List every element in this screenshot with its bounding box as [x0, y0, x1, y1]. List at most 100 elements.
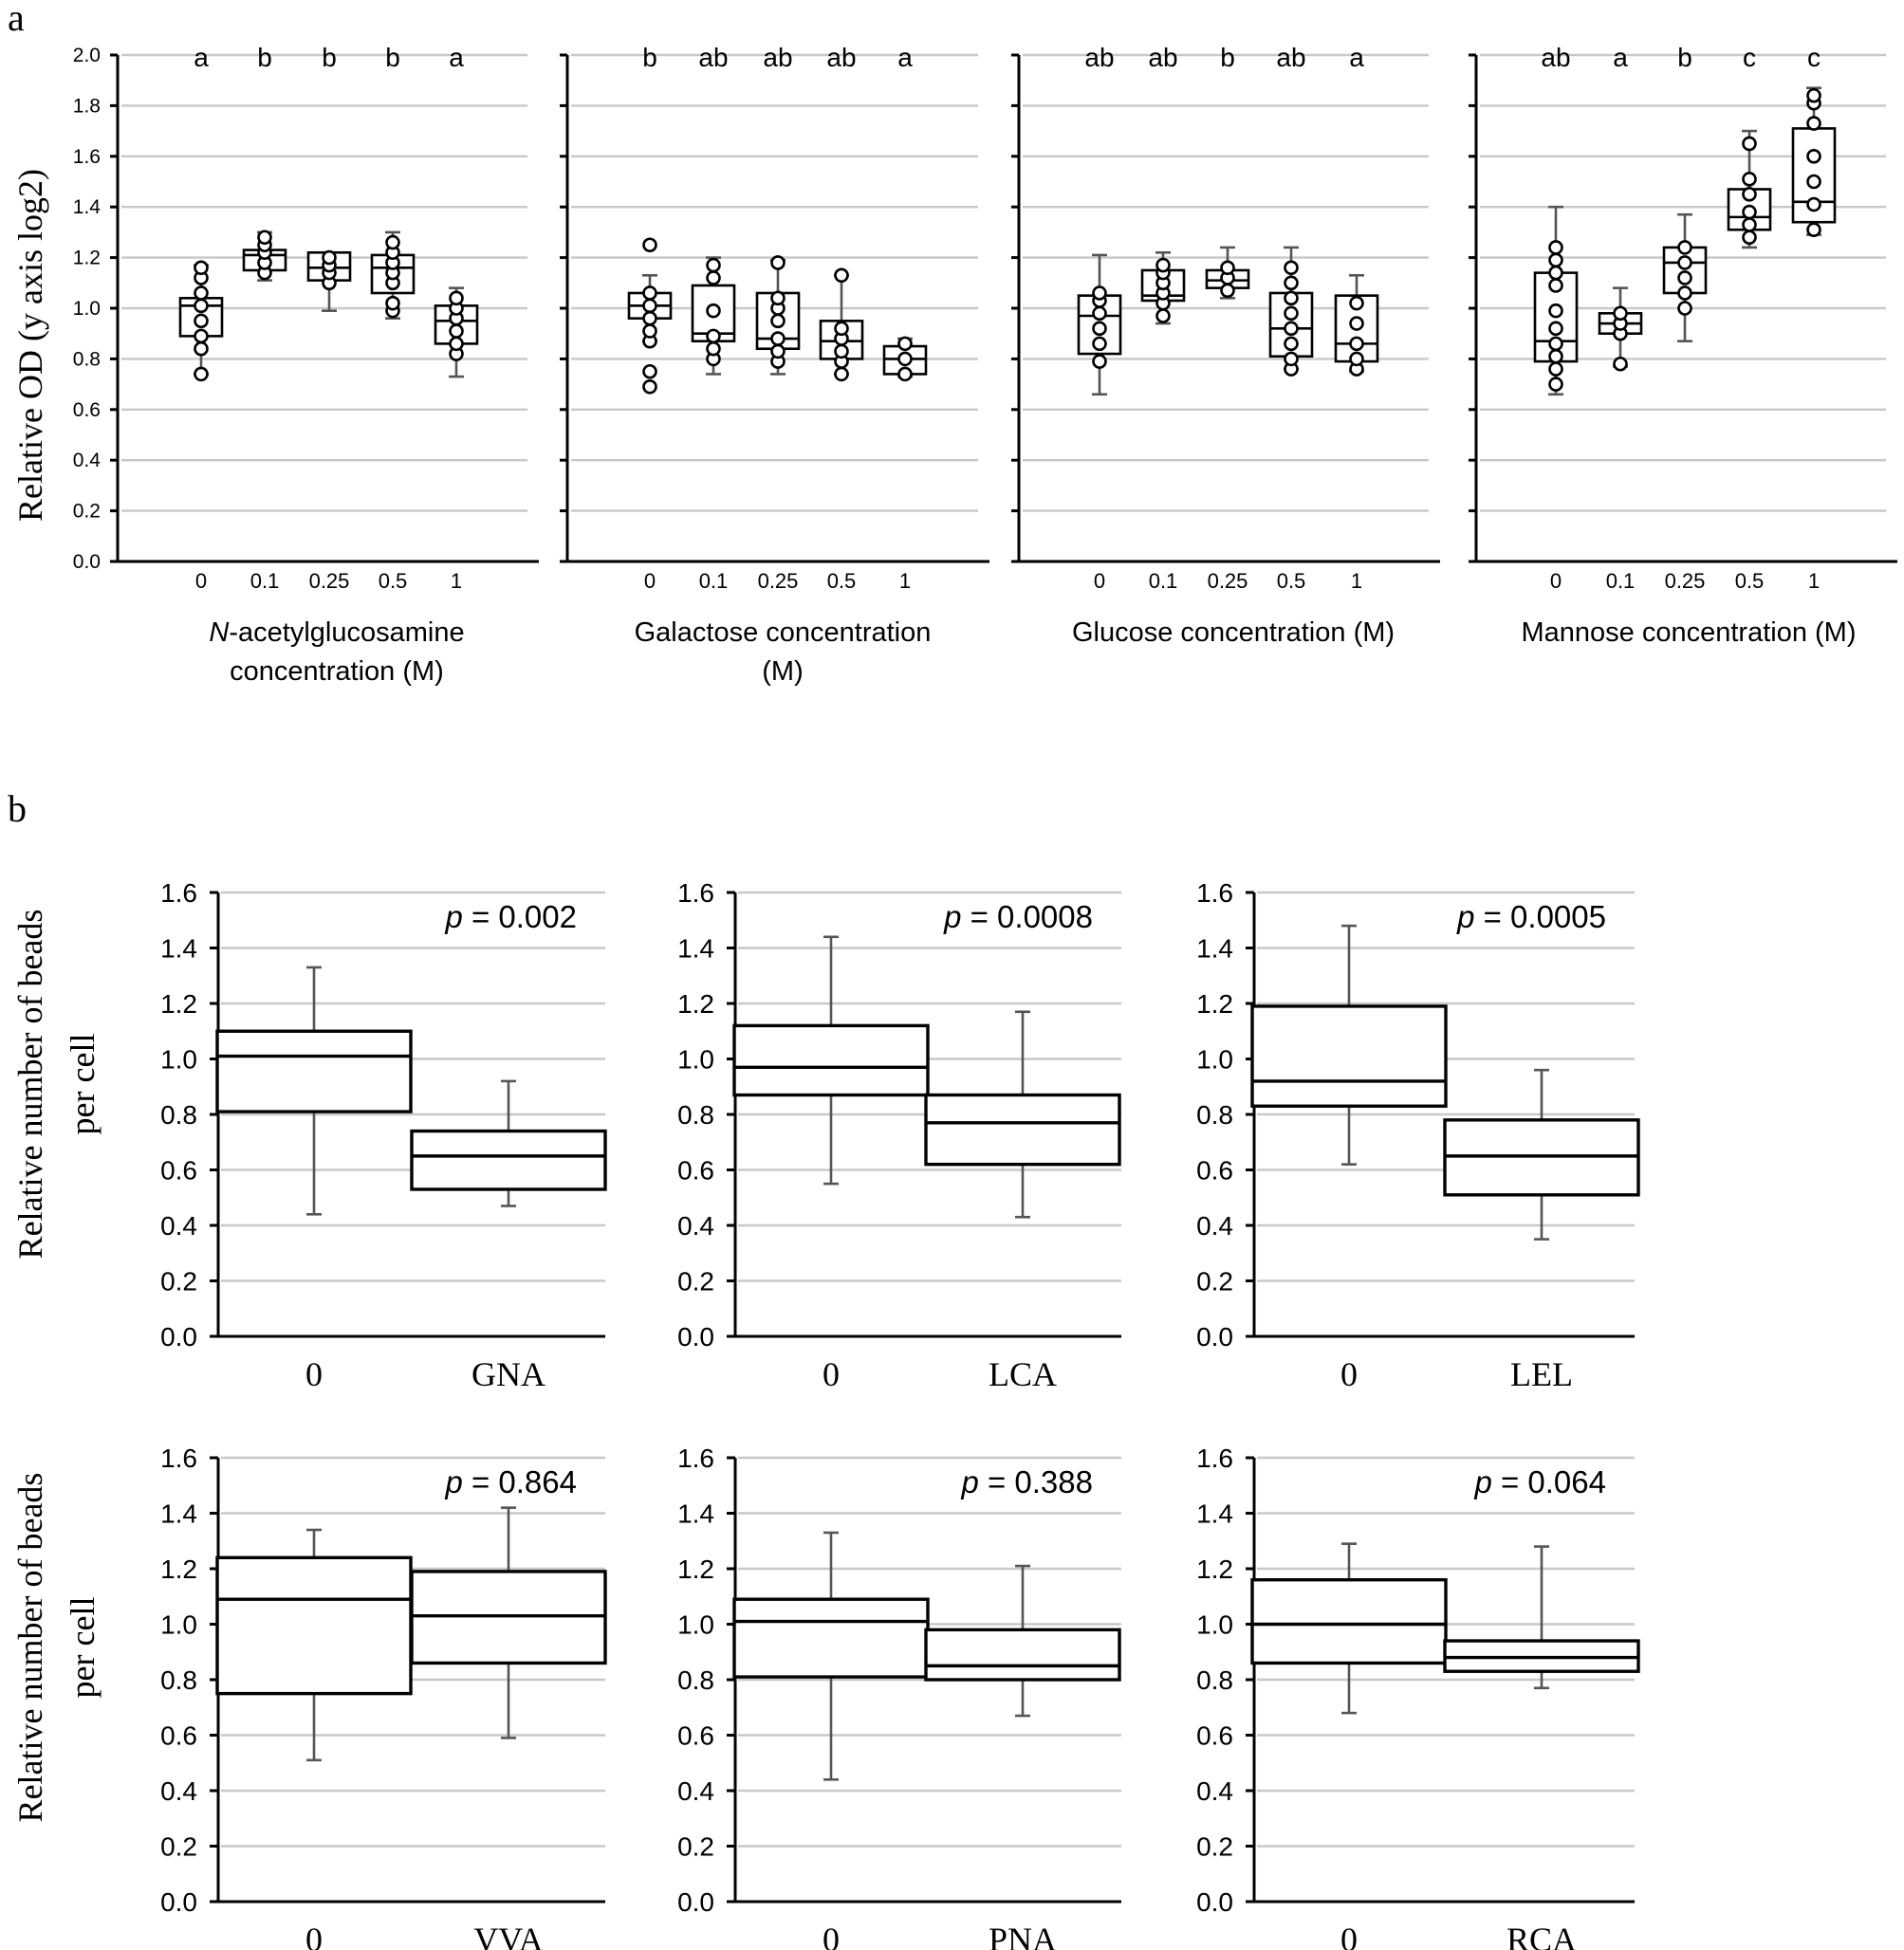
y-tick-label: 1.4	[160, 934, 197, 964]
data-point	[449, 323, 464, 339]
significance-letter: c	[1743, 43, 1756, 72]
p-value: = 0.002	[463, 899, 577, 934]
data-point	[385, 295, 400, 311]
data-point	[1092, 305, 1107, 322]
panel-label-b: b	[8, 787, 27, 830]
box-0	[1250, 924, 1448, 1166]
box-0.25	[306, 249, 352, 312]
x-axis-label-line: (M)	[762, 656, 803, 687]
box-0.5	[370, 230, 416, 320]
data-point	[642, 285, 657, 301]
y-tick-label: 1.4	[160, 1499, 197, 1529]
y-tick-label: 1.4	[1196, 934, 1233, 964]
od-subplot-1: 2.0 1.8 1.6 1.4 1.2 1.0 0.8 0.6 0.4 0.2 0.0 a 0 b 0.1 b…	[73, 43, 539, 687]
bead-subplot-4: 1.6 1.4 1.2 1.0 0.8 0.6 0.4 0.2 0.0 0 VVA p = 0.864	[160, 1444, 607, 1950]
data-point	[1548, 303, 1563, 319]
data-point	[642, 237, 657, 253]
data-point	[1806, 174, 1821, 190]
data-point	[1284, 336, 1299, 352]
y-tick-label: 1.4	[677, 934, 714, 964]
data-point	[1677, 270, 1692, 285]
x-tick-label: 0	[644, 569, 656, 593]
x-tick-label: 0.1	[1149, 569, 1178, 593]
data-point	[194, 298, 209, 314]
box-0	[627, 237, 673, 395]
significance-letter: ab	[1276, 43, 1305, 72]
y-tick-label: 0.2	[160, 1832, 197, 1862]
data-point	[834, 267, 849, 284]
box-0.5	[819, 267, 864, 382]
data-point	[194, 285, 209, 301]
x-axis-label-line: N-acetylglucosamine	[209, 617, 464, 648]
box-1	[434, 286, 479, 378]
x-tick-label: 0	[305, 1355, 323, 1393]
data-point	[1677, 285, 1692, 301]
data-point	[257, 230, 272, 246]
data-point	[897, 336, 913, 352]
panel-b-row2-y-axis-label-line2: per cell	[64, 1597, 102, 1699]
box-0	[1077, 253, 1122, 396]
y-tick-label: 1.2	[677, 1554, 714, 1584]
y-tick-label: 0.0	[677, 1887, 714, 1917]
data-point	[1548, 336, 1563, 352]
data-point	[1548, 252, 1563, 268]
box-0	[215, 966, 413, 1216]
data-point	[1092, 336, 1107, 352]
x-tick-label: LEL	[1510, 1355, 1573, 1393]
x-axis-label-line: Mannose concentration (M)	[1522, 617, 1857, 648]
data-point	[1155, 257, 1171, 273]
significance-letter: a	[1349, 43, 1364, 72]
y-tick-label: 0.2	[73, 501, 101, 523]
y-tick-label: 0.2	[677, 1832, 714, 1862]
y-tick-label: 0.6	[1196, 1156, 1233, 1186]
data-point	[1349, 295, 1364, 311]
data-point	[322, 249, 337, 266]
box-0	[1533, 205, 1579, 396]
box-0	[732, 1531, 930, 1781]
data-point	[1284, 260, 1299, 276]
data-point	[1806, 222, 1821, 238]
p-value-label: p = 0.064	[1473, 1464, 1606, 1499]
x-axis-label-line: Galactose concentration	[635, 617, 932, 648]
y-tick-label: 1.6	[160, 878, 197, 908]
iqr-box	[1250, 1004, 1448, 1108]
x-tick-label: 0.1	[1606, 569, 1636, 593]
p-symbol: p	[1473, 1464, 1491, 1499]
data-point	[834, 321, 849, 337]
data-point	[385, 234, 400, 250]
data-point	[1806, 196, 1821, 212]
box-LEL	[1443, 1068, 1640, 1241]
y-tick-label: 0.2	[677, 1267, 714, 1297]
x-tick-label: GNA	[471, 1355, 545, 1393]
box-RCA	[1443, 1545, 1640, 1690]
y-tick-label: 1.8	[73, 95, 101, 117]
y-tick-label: 0.0	[160, 1322, 197, 1352]
y-tick-label: 1.4	[73, 196, 102, 218]
data-point	[1284, 290, 1299, 306]
x-tick-label: 0.25	[1208, 569, 1248, 593]
data-point	[706, 270, 721, 285]
x-axis-label-italic-prefix: N	[209, 617, 229, 648]
p-symbol: p	[444, 899, 462, 934]
od-subplot-4: ab 0 a 0.1 b 0.25 c 0.5 c 1 Mannose concentration …	[1469, 43, 1897, 648]
y-tick-label: 0.6	[677, 1156, 714, 1186]
data-point	[1806, 116, 1821, 131]
y-tick-label: 1.0	[1196, 1610, 1233, 1640]
panel-b-row1-y-axis-label-line2: per cell	[64, 1034, 102, 1135]
y-tick-label: 0.4	[677, 1776, 714, 1806]
box-0.1	[691, 256, 736, 376]
x-tick-label: 0	[823, 1355, 840, 1393]
data-point	[1155, 308, 1171, 323]
y-tick-label: 0.0	[677, 1322, 714, 1352]
data-point	[706, 303, 721, 319]
y-tick-label: 0.8	[677, 1100, 714, 1130]
significance-letter: ab	[1148, 43, 1177, 72]
y-tick-label: 1.4	[677, 1499, 714, 1529]
y-tick-label: 0.8	[1196, 1100, 1233, 1130]
p-value-label: p = 0.002	[444, 899, 577, 934]
significance-letter: ab	[1541, 43, 1570, 72]
y-tick-label: 1.6	[677, 878, 714, 908]
p-value: = 0.064	[1492, 1464, 1606, 1499]
data-point	[642, 363, 657, 379]
